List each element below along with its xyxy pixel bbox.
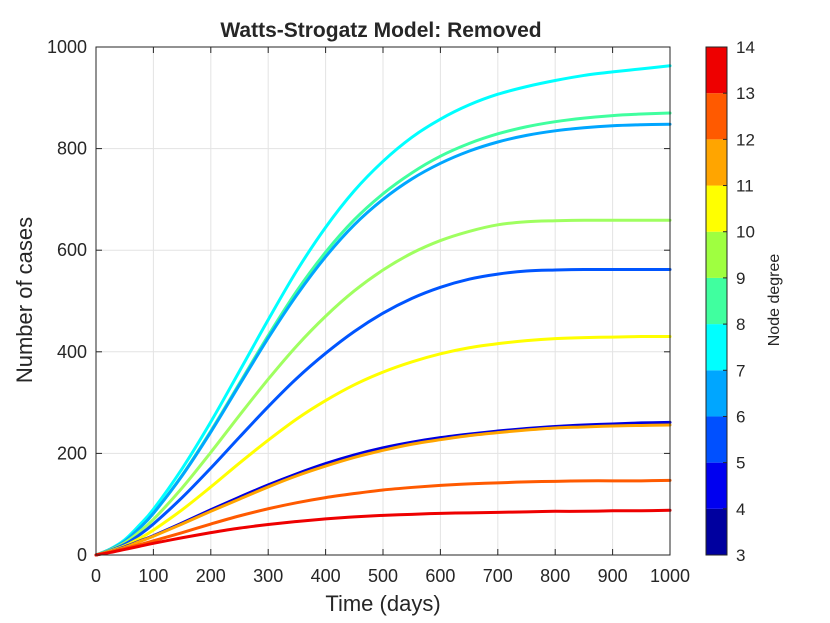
colorbar-tick-label: 13 [736,84,755,103]
y-tick-label: 0 [77,545,87,565]
x-tick-label: 700 [483,566,513,586]
colorbar-tick-label: 6 [736,407,745,426]
y-axis-label: Number of cases [12,217,37,383]
colorbar-band [706,508,727,555]
colorbar-tick-label: 11 [736,177,754,196]
colorbar-tick-label: 3 [736,546,745,565]
x-axis-ticks: 0 100 200 300 400 500 600 700 800 900 1000 [91,47,690,586]
colorbar-frame [705,46,728,556]
x-tick-label: 0 [91,566,101,586]
colorbar-band [706,324,727,371]
series-line-degree-13 [94,478,672,557]
grid-lines [96,47,670,555]
y-tick-label: 600 [57,240,87,260]
colorbar-band [706,139,727,186]
y-axis-ticks: 0 200 400 600 800 1000 [47,37,670,565]
colorbar-band [706,277,727,325]
x-axis-label: Time (days) [325,591,440,616]
y-tick-label: 1000 [47,37,87,57]
series-line-degree-5 [94,267,672,557]
colorbar-band [706,47,727,94]
x-tick-label: 600 [425,566,455,586]
colorbar-band [706,370,727,417]
series-line-degree-6 [94,122,672,557]
colorbar-band [706,416,727,463]
y-tick-label: 400 [57,342,87,362]
x-tick-label: 800 [540,566,570,586]
colorbar-tick-label: 14 [736,38,755,57]
series-line-degree-9 [94,218,672,557]
y-tick-label: 800 [57,139,87,159]
colorbar-tick-label: 7 [736,361,745,380]
colorbar-tick-label: 5 [736,454,745,473]
colorbar-label: Node degree [766,254,783,347]
x-tick-label: 500 [368,566,398,586]
colorbar-tick-label: 8 [736,315,745,334]
series-line-degree-12 [94,423,672,557]
colorbar [705,46,728,556]
x-tick-label: 900 [598,566,628,586]
y-tick-label: 200 [57,443,87,463]
chart-title: Watts-Strogatz Model: Removed [220,19,541,42]
colorbar-band [706,185,727,232]
colorbar-band [706,462,727,509]
x-tick-label: 200 [196,566,226,586]
colorbar-tick-label: 12 [736,130,755,149]
colorbar-tick-label: 4 [736,500,745,519]
x-tick-label: 1000 [650,566,690,586]
series-line-degree-14 [94,508,672,557]
series-line-degree-7 [94,64,672,557]
x-tick-label: 100 [138,566,168,586]
series-line-degree-10 [94,335,672,557]
colorbar-ticks: 3 4 5 6 7 8 9 10 11 12 13 14 [723,38,755,565]
x-tick-label: 300 [253,566,283,586]
series-lines [94,64,672,557]
colorbar-band [706,231,727,278]
colorbar-band [706,93,727,140]
x-tick-label: 400 [311,566,341,586]
colorbar-tick-label: 10 [736,223,755,242]
colorbar-tick-label: 9 [736,269,745,288]
